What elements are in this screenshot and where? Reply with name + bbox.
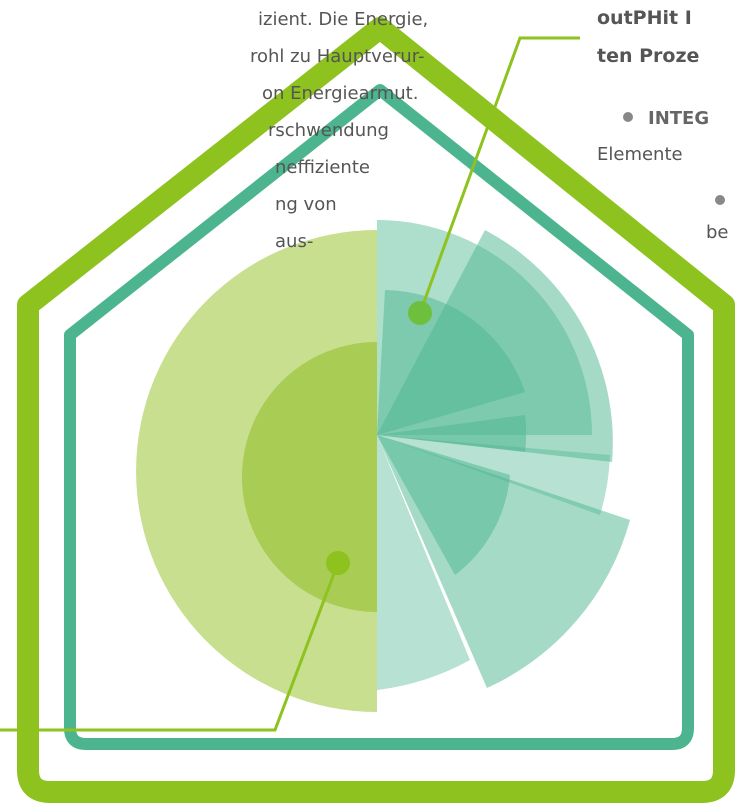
body-line: izient. Die Energie, [258,9,428,30]
heading-line: outPHit I [597,7,692,29]
body-line: be [706,222,729,243]
heading-line: ten Proze [597,45,699,67]
body-line: neffiziente [275,157,370,178]
page: {"left_text": {"lines": ["izient. Die En… [0,0,735,812]
bullet [715,195,725,205]
wedge-group [377,220,630,690]
bullet [623,112,633,122]
body-line: ng von [275,194,337,215]
bullet-text: INTEG [648,108,709,129]
body-line: aus- [275,231,313,252]
body-line: on Energiearmut. [262,83,418,104]
callout-dot [326,551,350,575]
infographic: izient. Die Energie, rohl zu Hauptverur-o… [0,0,735,812]
callout-dot [408,301,432,325]
body-line: rohl zu Hauptverur- [250,46,424,67]
body-line: rschwendung [268,120,389,141]
left-text: izient. Die Energie, rohl zu Hauptverur-o… [250,9,428,252]
body-line: Elemente [597,144,683,165]
